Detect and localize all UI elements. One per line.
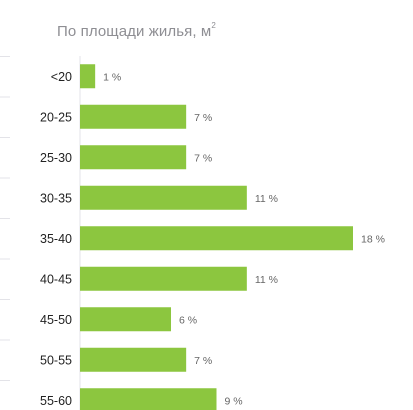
category-label: 45-50 <box>40 313 72 327</box>
category-labels: <20 20-25 25-30 30-35 35-40 40-45 45-50 50-55 55… <box>40 70 72 408</box>
value-label: 11 % <box>255 193 278 205</box>
bar <box>80 347 187 372</box>
value-labels: 1 % 7 % 7 % 11 % 18 % 11 % 6 % 7 % 9 % <box>103 71 385 407</box>
value-label: 18 % <box>361 233 385 245</box>
bar <box>80 64 96 89</box>
category-label: 30-35 <box>40 191 72 205</box>
category-label: 55-60 <box>40 394 72 408</box>
bar <box>80 104 187 129</box>
value-label: 1 % <box>103 71 121 83</box>
category-label: 50-55 <box>40 353 72 367</box>
category-label: 40-45 <box>40 272 72 286</box>
bar <box>80 226 353 251</box>
category-label: 35-40 <box>40 232 72 246</box>
value-label: 11 % <box>255 274 278 286</box>
chart-title: По площади жилья, м2 <box>57 21 216 40</box>
bar <box>80 185 247 210</box>
row-dividers <box>0 56 10 381</box>
bar <box>80 145 187 170</box>
category-label: 25-30 <box>40 151 72 165</box>
value-label: 9 % <box>225 395 243 407</box>
category-label: <20 <box>51 70 72 84</box>
bar <box>80 266 247 291</box>
bar <box>80 388 217 410</box>
chart-title-superscript: 2 <box>211 21 216 30</box>
chart-title-text: По площади жилья, м <box>57 23 212 40</box>
bar <box>80 307 171 332</box>
bars <box>80 64 353 410</box>
category-label: 20-25 <box>40 110 72 124</box>
value-label: 7 % <box>194 355 212 367</box>
value-label: 6 % <box>179 314 197 326</box>
value-label: 7 % <box>194 112 212 124</box>
value-label: 7 % <box>194 152 212 164</box>
